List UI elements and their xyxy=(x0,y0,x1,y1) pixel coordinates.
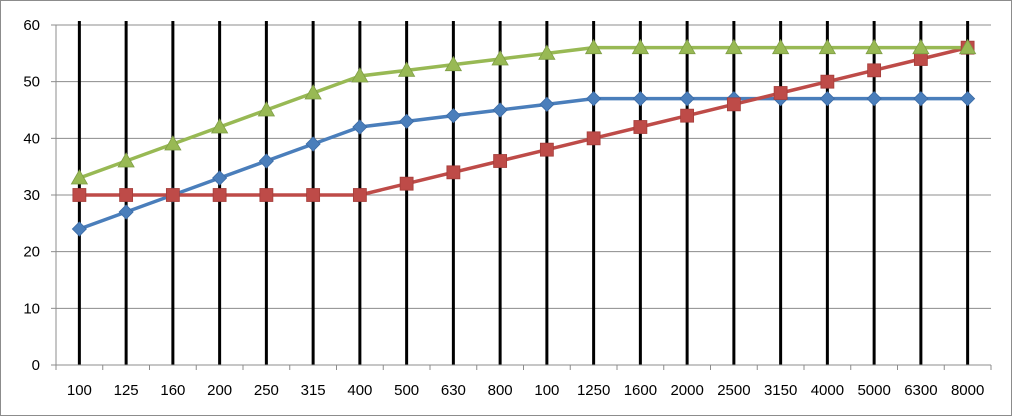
x-tick-label: 630 xyxy=(441,382,466,399)
y-tick-label: 30 xyxy=(23,187,40,204)
series-1-point xyxy=(867,63,882,78)
y-tick-label: 50 xyxy=(23,74,40,91)
series-2-point xyxy=(725,38,743,55)
series-1-point xyxy=(306,188,321,202)
series-2-point xyxy=(351,67,369,83)
y-tick-label: 0 xyxy=(32,357,40,374)
x-tick-label: 500 xyxy=(394,382,419,399)
series-2-point xyxy=(538,44,556,60)
series-0-point xyxy=(866,91,882,107)
series-0-point xyxy=(819,91,835,107)
x-tick-label: 800 xyxy=(488,382,513,399)
x-tick-label: 8000 xyxy=(951,382,984,399)
series-1-point xyxy=(539,142,554,157)
series-1-point xyxy=(586,131,601,146)
series-1-point xyxy=(165,188,180,202)
x-tick-label: 160 xyxy=(160,382,185,399)
horizontal-gridlines xyxy=(56,24,991,309)
series-2-point xyxy=(257,101,276,117)
series-1-point xyxy=(726,97,741,112)
series-line-1 xyxy=(77,45,970,197)
series-0-point xyxy=(71,221,87,237)
series-2-point xyxy=(164,135,182,151)
series-1-point xyxy=(633,120,648,134)
x-tick-label: 200 xyxy=(207,382,232,399)
x-tick-label: 250 xyxy=(254,382,279,399)
x-tick-label: 3150 xyxy=(764,382,797,399)
x-tick-label: 5000 xyxy=(857,382,890,399)
series-1-point xyxy=(259,188,274,202)
series-2-point xyxy=(210,118,229,134)
series-2-point xyxy=(584,38,603,55)
x-tick-label: 400 xyxy=(347,382,372,399)
series-0-point xyxy=(679,91,695,107)
series-2-point xyxy=(678,38,696,55)
series-0-point xyxy=(258,153,274,169)
series-0-point xyxy=(118,204,134,220)
series-0-point xyxy=(445,108,461,124)
x-tick-label: 125 xyxy=(114,382,139,399)
x-tick-label: 2500 xyxy=(717,382,750,399)
x-tick-label: 100 xyxy=(534,382,559,399)
series-0-point xyxy=(632,91,648,107)
series-0-point xyxy=(586,91,602,107)
series-0-point xyxy=(492,102,508,118)
series-1-point xyxy=(820,74,835,89)
series-markers xyxy=(70,38,977,237)
x-tick-label: 4000 xyxy=(811,382,844,399)
series-0-point xyxy=(539,96,555,112)
series-2-point xyxy=(865,38,883,55)
series-1-point xyxy=(352,188,367,202)
series-line-0 xyxy=(77,96,970,231)
series-1-point xyxy=(72,188,87,202)
series-2-point xyxy=(818,38,837,55)
series-1-point xyxy=(680,108,695,123)
series-2-point xyxy=(958,38,977,55)
series-1-point xyxy=(399,176,414,191)
series-2-point xyxy=(70,169,89,185)
series-0-point xyxy=(960,91,976,107)
series-1-point xyxy=(773,86,788,100)
series-line-2 xyxy=(77,45,970,180)
series-2-point xyxy=(117,152,135,168)
series-2-point xyxy=(397,61,416,77)
series-0-point xyxy=(352,119,368,135)
y-tick-label: 40 xyxy=(23,130,40,147)
y-tick-label: 60 xyxy=(23,17,40,34)
series-2-point xyxy=(444,55,463,72)
series-2-point xyxy=(631,38,650,55)
x-tick-label: 1250 xyxy=(577,382,610,399)
x-tick-label: 6300 xyxy=(904,382,937,399)
x-tick-label: 1600 xyxy=(624,382,657,399)
x-tick-labels: 100 125 160 200 250 315 400 500 630 800 100 1250 160… xyxy=(67,382,984,399)
series-0-point xyxy=(212,170,228,186)
x-tick-label: 100 xyxy=(67,382,92,399)
series-2-point xyxy=(491,50,509,66)
y-tick-label: 10 xyxy=(23,300,40,317)
series-1-point xyxy=(212,188,227,202)
series-2-point xyxy=(304,84,322,100)
series-1-point xyxy=(119,188,134,202)
category-lines xyxy=(77,21,970,365)
y-tick-label: 20 xyxy=(23,244,40,261)
series-0-point xyxy=(913,91,929,107)
series-1-point xyxy=(446,165,461,180)
axes xyxy=(51,24,992,370)
series-0-point xyxy=(399,113,415,129)
series-lines xyxy=(77,45,970,231)
x-tick-label: 315 xyxy=(301,382,326,399)
x-tick-label: 2000 xyxy=(670,382,703,399)
y-tick-labels: 0 10 20 30 40 50 60 xyxy=(23,17,40,374)
series-1-point xyxy=(493,154,508,168)
series-2-point xyxy=(771,38,790,55)
series-1-point xyxy=(913,52,928,66)
series-2-point xyxy=(912,38,930,55)
series-0-point xyxy=(305,136,321,152)
